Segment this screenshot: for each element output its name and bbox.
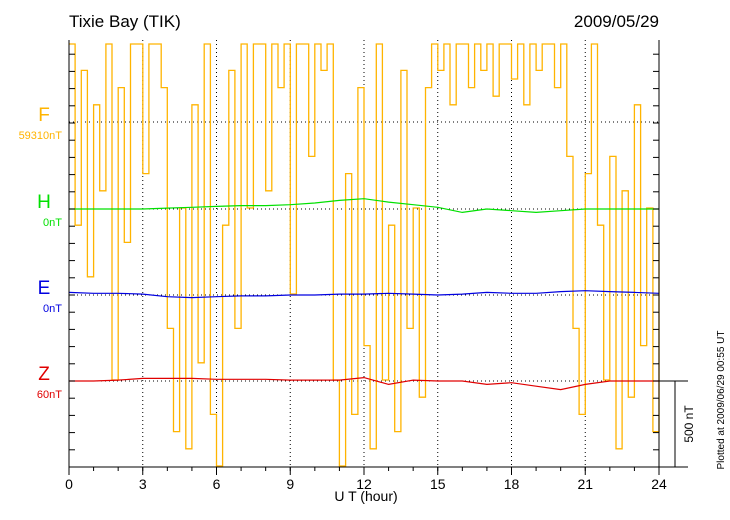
x-tick-label: 21 (577, 476, 593, 492)
baseline-label-z: 60nT (37, 389, 62, 401)
x-tick-label: 12 (356, 476, 372, 492)
series-name-z: Z (38, 364, 50, 385)
plotted-at-footer: Plotted at 2009/06/29 00:55 UT (716, 331, 727, 470)
x-tick-label: 9 (286, 476, 294, 492)
series-name-e: E (38, 278, 51, 299)
x-axis-label: U T (hour) (334, 488, 397, 504)
x-tick-label: 18 (504, 476, 520, 492)
x-tick-label: 24 (651, 476, 667, 492)
x-tick-label: 3 (139, 476, 147, 492)
baseline-label-f: 59310nT (19, 130, 63, 142)
scale-bar-label: 500 nT (682, 405, 696, 443)
series-line-z (69, 376, 659, 391)
x-tick-label: 6 (213, 476, 221, 492)
series-line-e (68, 290, 660, 299)
series-name-f: F (38, 105, 50, 126)
baseline-label-e: 0nT (43, 303, 62, 315)
x-tick-label: 0 (65, 476, 73, 492)
series-line-h (69, 198, 659, 214)
series-name-h: H (37, 192, 51, 213)
chart-date: 2009/05/29 (574, 12, 659, 31)
baseline-label-h: 0nT (43, 217, 62, 229)
series-line-f (69, 43, 660, 467)
x-tick-label: 15 (430, 476, 446, 492)
chart-title: Tixie Bay (TIK) (69, 12, 181, 31)
